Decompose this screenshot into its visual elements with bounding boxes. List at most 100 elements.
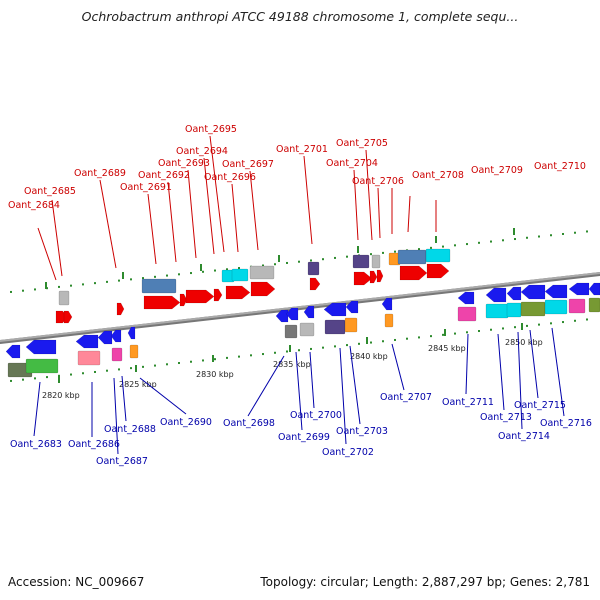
gene-domain-block — [111, 347, 123, 362]
upper-track-major-tick — [278, 255, 280, 262]
gene-domain-block — [249, 265, 275, 280]
top-gene-leader-line — [51, 199, 63, 277]
upper-track-dot — [262, 264, 264, 267]
top-gene-leader-line — [203, 157, 215, 255]
lower-track-dot — [238, 355, 240, 358]
upper-track-dot — [370, 253, 372, 256]
bottom-gene-leader-line — [465, 333, 469, 395]
bottom-gene-label: Oant_2687 — [96, 456, 148, 467]
gene-domain-block — [485, 303, 509, 319]
top-gene-label: Oant_2705 — [336, 138, 388, 149]
gene-domain-block — [506, 302, 522, 318]
bottom-gene-label: Oant_2716 — [540, 418, 592, 429]
lower-track-dot — [562, 321, 564, 324]
upper-track-major-tick — [45, 282, 47, 289]
bottom-gene-leader-line — [349, 345, 361, 425]
lower-track-dot — [46, 376, 48, 379]
upper-track-dot — [286, 261, 288, 264]
gene-domain-block — [520, 301, 546, 317]
scale-major-tick — [58, 376, 60, 383]
lower-track-dot — [310, 347, 312, 350]
top-gene-label: Oant_2695 — [185, 124, 237, 135]
gene-domain-block — [231, 268, 249, 282]
upper-track-dot — [574, 231, 576, 234]
gene-domain-block — [129, 344, 139, 359]
lower-track-dot — [322, 346, 324, 349]
map-title: Ochrobactrum anthropi ATCC 49188 chromos… — [81, 9, 519, 24]
top-gene-leader-line — [187, 169, 197, 259]
top-gene-label: Oant_2697 — [222, 159, 274, 170]
upper-track-dot — [298, 260, 300, 263]
lower-track-dot — [382, 340, 384, 343]
reverse-gene-arrow — [25, 339, 57, 355]
upper-track-dot — [430, 246, 432, 249]
reverse-gene-arrow — [520, 284, 546, 300]
forward-gene-arrow — [63, 310, 73, 324]
forward-gene-arrow — [213, 288, 223, 302]
reverse-gene-arrow — [75, 334, 99, 349]
top-gene-leader-line — [377, 187, 381, 239]
bottom-gene-label: Oant_2711 — [442, 397, 494, 408]
upper-track-dot — [442, 245, 444, 248]
lower-track-dot — [226, 356, 228, 359]
lower-track-dot — [22, 378, 24, 381]
scale-major-tick — [212, 355, 214, 362]
lower-track-dot — [334, 345, 336, 348]
reverse-gene-arrow — [568, 282, 590, 296]
forward-gene-arrow — [353, 271, 373, 286]
upper-track-dot — [166, 274, 168, 277]
reverse-gene-arrow — [127, 326, 136, 340]
lower-track-dot — [214, 358, 216, 361]
scale-major-tick — [289, 345, 291, 352]
upper-track-dot — [346, 255, 348, 258]
upper-track-dot — [82, 283, 84, 286]
scale-tick-label: 2825 kbp — [119, 380, 157, 389]
gene-domain-block — [77, 350, 101, 366]
bottom-gene-leader-line — [295, 351, 303, 431]
forward-gene-arrow — [426, 263, 450, 279]
bottom-gene-leader-line — [517, 331, 523, 430]
lower-track-dot — [502, 327, 504, 330]
forward-gene-arrow — [376, 269, 384, 283]
upper-track-dot — [382, 251, 384, 254]
reverse-gene-arrow — [544, 284, 568, 299]
lower-track-dot — [286, 350, 288, 353]
lower-track-dot — [394, 338, 396, 341]
lower-track-dot — [250, 354, 252, 357]
upper-track-dot — [214, 269, 216, 272]
reverse-gene-arrow — [323, 302, 347, 317]
gene-domain-block — [371, 254, 381, 269]
gene-domain-block — [299, 322, 315, 337]
upper-track-major-tick — [513, 228, 515, 235]
lower-track-dot — [154, 364, 156, 367]
lower-track-dot — [358, 342, 360, 345]
upper-track-dot — [454, 244, 456, 247]
reverse-gene-arrow — [381, 297, 393, 311]
lower-track-dot — [202, 359, 204, 362]
scale-tick-label: 2820 kbp — [42, 391, 80, 400]
upper-track-dot — [118, 279, 120, 282]
upper-track-dot — [226, 268, 228, 271]
top-gene-leader-line — [147, 193, 157, 265]
gene-domain-block — [344, 317, 358, 333]
scale-major-tick — [135, 365, 137, 372]
forward-gene-arrow — [185, 289, 215, 304]
upper-track-dot — [490, 240, 492, 243]
upper-track-dot — [550, 234, 552, 237]
lower-track-dot — [142, 365, 144, 368]
top-gene-label: Oant_2708 — [412, 170, 464, 181]
top-gene-leader-line — [353, 169, 359, 241]
gene-domain-block — [384, 313, 394, 328]
lower-track-dot — [262, 353, 264, 356]
gene-domain-block — [58, 290, 70, 306]
top-gene-leader-line — [249, 170, 259, 251]
reverse-gene-arrow — [5, 344, 21, 359]
forward-gene-arrow — [179, 293, 188, 307]
gene-domain-block — [352, 254, 370, 269]
upper-track-dot — [274, 263, 276, 266]
upper-track-dot — [70, 284, 72, 287]
forward-gene-arrow — [309, 277, 321, 291]
top-gene-leader-line — [231, 183, 239, 253]
lower-track-dot — [346, 344, 348, 347]
